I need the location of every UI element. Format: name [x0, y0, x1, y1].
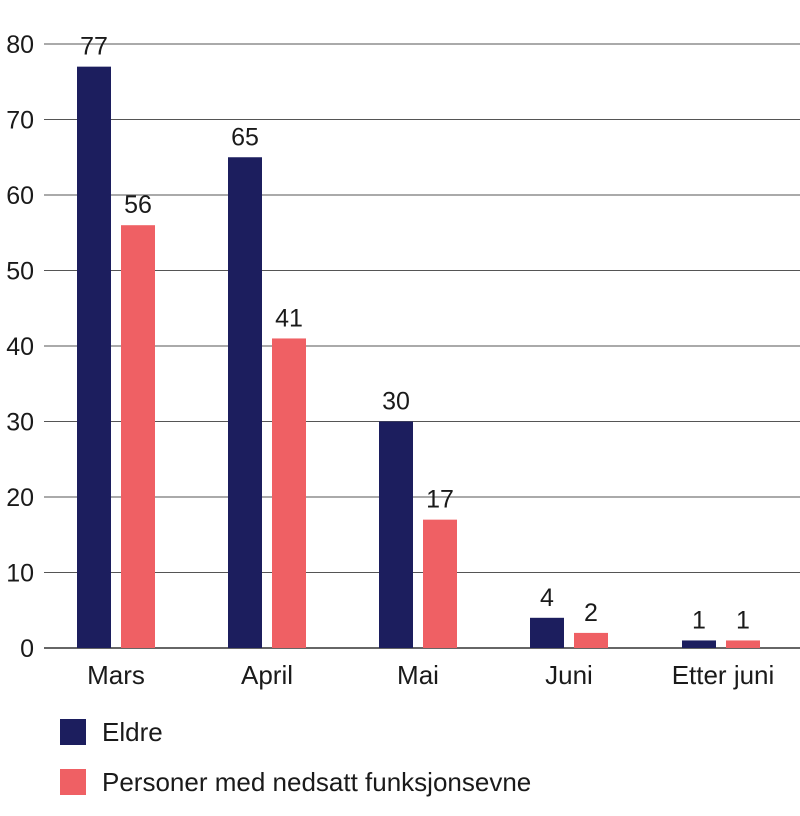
x-tick-label-0: Mars [87, 660, 145, 690]
legend-label-eldre: Eldre [102, 716, 163, 747]
y-tick-label-80: 80 [6, 31, 34, 59]
bar-personer-4 [726, 640, 760, 648]
data-label-personer-4: 1 [736, 606, 750, 634]
chart-legend: Eldre Personer med nedsatt funksjonsevne [60, 714, 531, 814]
bar-eldre-4 [682, 640, 716, 648]
y-tick-label-10: 10 [6, 560, 34, 588]
bar-eldre-0 [77, 66, 111, 648]
bar-personer-3 [574, 632, 608, 648]
x-tick-label-4: Etter juni [672, 660, 775, 690]
legend-label-personer: Personer med nedsatt funksjonsevne [102, 766, 532, 797]
legend-item-eldre: Eldre [60, 714, 531, 750]
x-tick-label-1: April [241, 660, 293, 690]
data-label-eldre-4: 1 [692, 606, 706, 634]
bar-eldre-1 [228, 157, 262, 648]
data-label-eldre-3: 4 [540, 584, 554, 612]
data-label-eldre-0: 77 [80, 33, 108, 61]
legend-item-personer: Personer med nedsatt funksjonsevne [60, 764, 531, 800]
bar-personer-2 [423, 519, 457, 648]
bar-personer-0 [121, 225, 155, 648]
y-tick-label-50: 50 [6, 258, 34, 286]
bar-personer-1 [272, 338, 306, 648]
data-label-personer-1: 41 [275, 304, 303, 332]
y-tick-label-60: 60 [6, 182, 34, 210]
bar-eldre-3 [530, 617, 564, 648]
x-tick-label-2: Mai [397, 660, 439, 690]
y-tick-label-20: 20 [6, 484, 34, 512]
legend-swatch-personer [60, 769, 86, 795]
y-tick-label-30: 30 [6, 409, 34, 437]
data-label-eldre-2: 30 [382, 388, 410, 416]
x-tick-label-3: Juni [545, 660, 593, 690]
data-label-eldre-1: 65 [231, 123, 259, 151]
data-label-personer-0: 56 [124, 191, 152, 219]
data-label-personer-3: 2 [584, 599, 598, 627]
bar-eldre-2 [379, 421, 413, 648]
legend-swatch-eldre [60, 719, 86, 745]
data-label-personer-2: 17 [426, 486, 454, 514]
y-tick-label-0: 0 [20, 635, 34, 663]
y-tick-label-40: 40 [6, 333, 34, 361]
y-tick-label-70: 70 [6, 107, 34, 135]
